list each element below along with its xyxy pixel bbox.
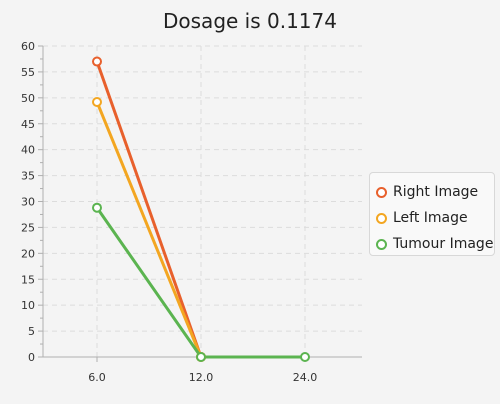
series-line-2 — [95, 101, 203, 358]
legend-label: Right Image — [393, 184, 479, 200]
y-tick-label: 5 — [28, 325, 35, 338]
x-tick-label: 6.0 — [88, 371, 106, 384]
legend-label: Tumour Image — [393, 236, 494, 252]
grid — [43, 45, 362, 357]
y-tick-label: 45 — [21, 118, 35, 131]
series-3-point — [300, 352, 310, 362]
x-tick-label: 24.0 — [293, 371, 318, 384]
series-3-point — [196, 352, 206, 362]
series-lines — [92, 56, 310, 362]
y-tick-label: 15 — [21, 273, 35, 286]
axes: 0 5 10 15 20 25 30 35 40 45 50 55 60 6.0 12.0 24.0 — [21, 40, 362, 384]
legend-marker-icon — [376, 212, 387, 224]
y-tick-label: 10 — [21, 299, 35, 312]
series-2-point — [92, 96, 102, 107]
series-1-point — [92, 56, 102, 67]
legend-item: Left Image — [376, 205, 488, 231]
legend-item: Tumour Image — [376, 231, 493, 257]
y-tick-label: 40 — [21, 144, 35, 157]
series-3-point — [92, 202, 102, 213]
legend-marker-icon — [376, 186, 387, 198]
y-tick-label: 25 — [21, 221, 35, 234]
chart-title: Dosage is 0.1174 — [163, 9, 337, 33]
y-tick-label: 30 — [21, 196, 35, 209]
y-tick-label: 0 — [28, 351, 35, 364]
legend-label: Left Image — [393, 210, 468, 226]
y-tick-label: 35 — [21, 170, 35, 183]
y-tick-label: 20 — [21, 247, 35, 260]
y-tick-label: 55 — [21, 66, 35, 79]
legend-item: Right Image — [376, 179, 488, 205]
legend-marker-icon — [376, 238, 387, 250]
x-tick-label: 12.0 — [189, 371, 214, 384]
y-tick-label: 60 — [21, 40, 35, 53]
y-tick-label: 50 — [21, 92, 35, 105]
series-line-1 — [95, 61, 203, 358]
legend: Right Image Left Image Tumour Image — [369, 172, 495, 256]
